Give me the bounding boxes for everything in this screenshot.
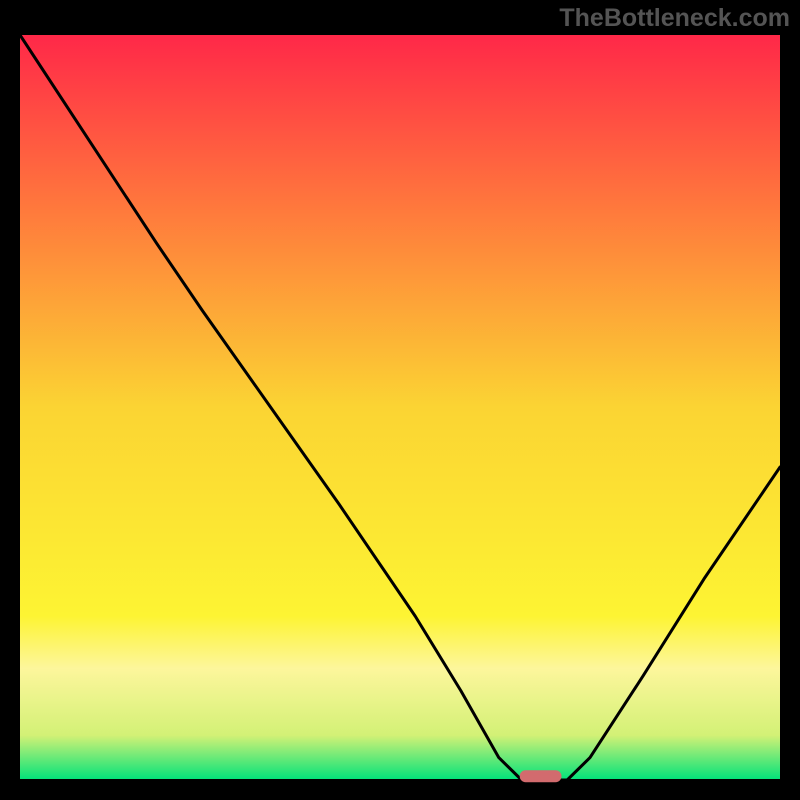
- watermark-text: TheBottleneck.com: [559, 4, 790, 33]
- plot-background: [20, 35, 780, 780]
- optimal-marker: [520, 770, 562, 782]
- bottleneck-chart: TheBottleneck.com: [0, 0, 800, 800]
- chart-svg: [0, 0, 800, 800]
